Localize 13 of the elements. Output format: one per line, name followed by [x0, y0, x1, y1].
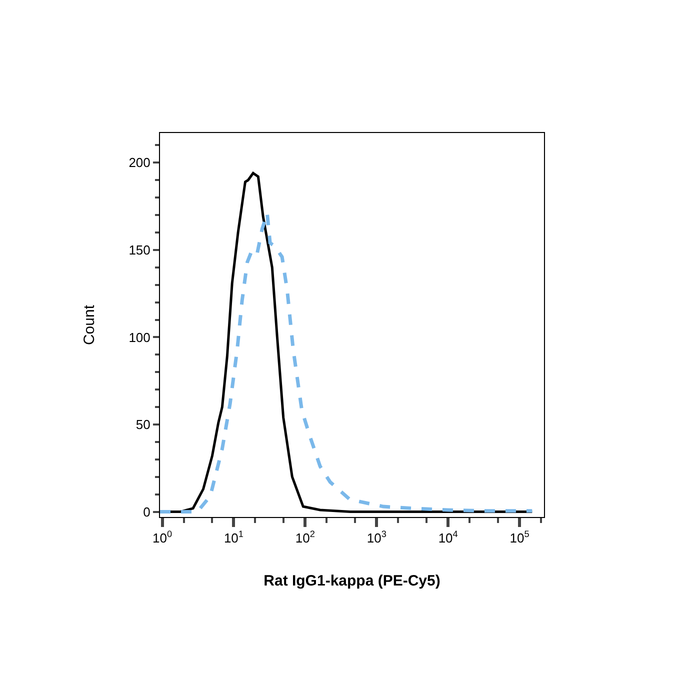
y-tick-label: 200: [128, 155, 150, 170]
x-axis-title: Rat IgG1-kappa (PE-Cy5): [264, 572, 440, 590]
y-tick-label: 100: [128, 330, 150, 345]
y-axis-title: Count: [80, 304, 98, 346]
y-tick-label: 50: [136, 417, 150, 432]
x-tick-label: 10$^{1}$: [224, 529, 244, 546]
x-tick-label: 10$^{3}$: [366, 529, 386, 546]
y-tick-label: 150: [128, 242, 150, 258]
x-tick-label: 10$^{0}$: [152, 529, 172, 546]
y-tick-label: 0: [143, 504, 150, 520]
x-tick-label: 10$^{4}$: [438, 529, 458, 546]
x-tick-label: 10$^{5}$: [510, 529, 530, 546]
x-tick-label: 10$^{2}$: [295, 529, 315, 546]
